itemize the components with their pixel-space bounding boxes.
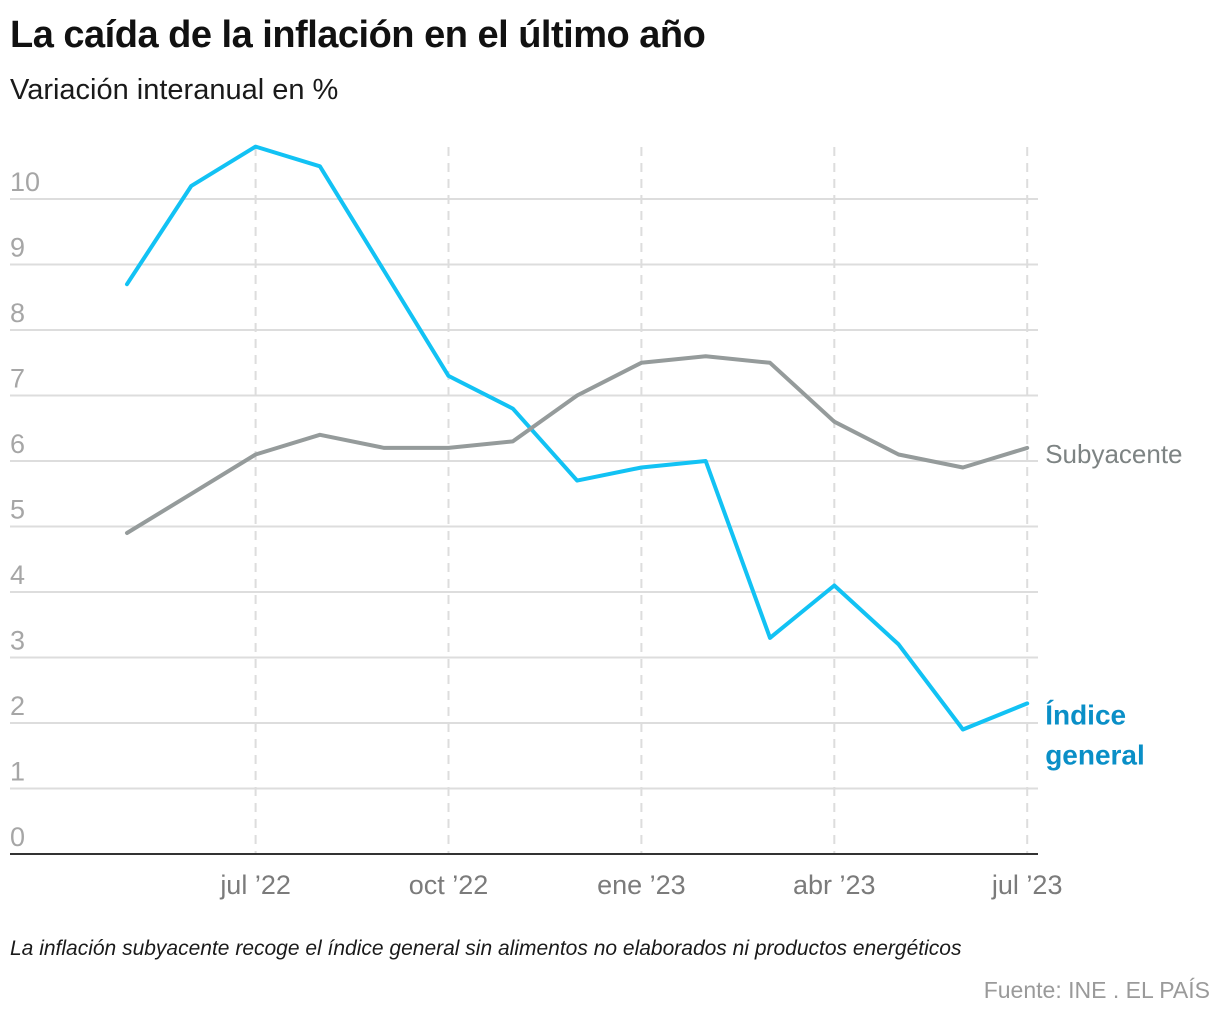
- y-tick-label: 0: [10, 822, 25, 852]
- y-tick-label: 10: [10, 167, 40, 197]
- y-tick-label: 1: [10, 757, 25, 787]
- y-tick-label: 8: [10, 298, 25, 328]
- x-tick-label: ene ’23: [597, 870, 686, 900]
- y-tick-label: 5: [10, 495, 25, 525]
- chart-note: La inflación subyacente recoge el índice…: [10, 937, 962, 960]
- chart-title: La caída de la inflación en el último añ…: [10, 14, 706, 56]
- series-label-indice-general: Índice: [1045, 699, 1126, 730]
- y-tick-label: 3: [10, 626, 25, 656]
- x-tick-label: jul ’22: [219, 870, 291, 900]
- series-label-indice-general: general: [1045, 739, 1145, 770]
- chart-subtitle: Variación interanual en %: [10, 74, 339, 106]
- series-line-indice-general: [125, 144, 1030, 732]
- x-tick-label: jul ’23: [991, 870, 1063, 900]
- y-tick-label: 2: [10, 691, 25, 721]
- y-tick-label: 4: [10, 560, 25, 590]
- x-tick-label: oct ’22: [409, 870, 489, 900]
- y-tick-label: 7: [10, 364, 25, 394]
- chart-source: Fuente: INE . EL PAÍS: [983, 977, 1210, 1003]
- series-line-subyacente: [125, 354, 1030, 535]
- line-chart: 0 1 2 3 4 5 6 7 8 9 10 jul ’22 oct ’22 ene ’23 abr ’23…: [10, 144, 1183, 900]
- series-label-subyacente: Subyacente: [1045, 439, 1182, 469]
- y-tick-label: 6: [10, 429, 25, 459]
- x-tick-label: abr ’23: [793, 870, 876, 900]
- y-tick-label: 9: [10, 233, 25, 263]
